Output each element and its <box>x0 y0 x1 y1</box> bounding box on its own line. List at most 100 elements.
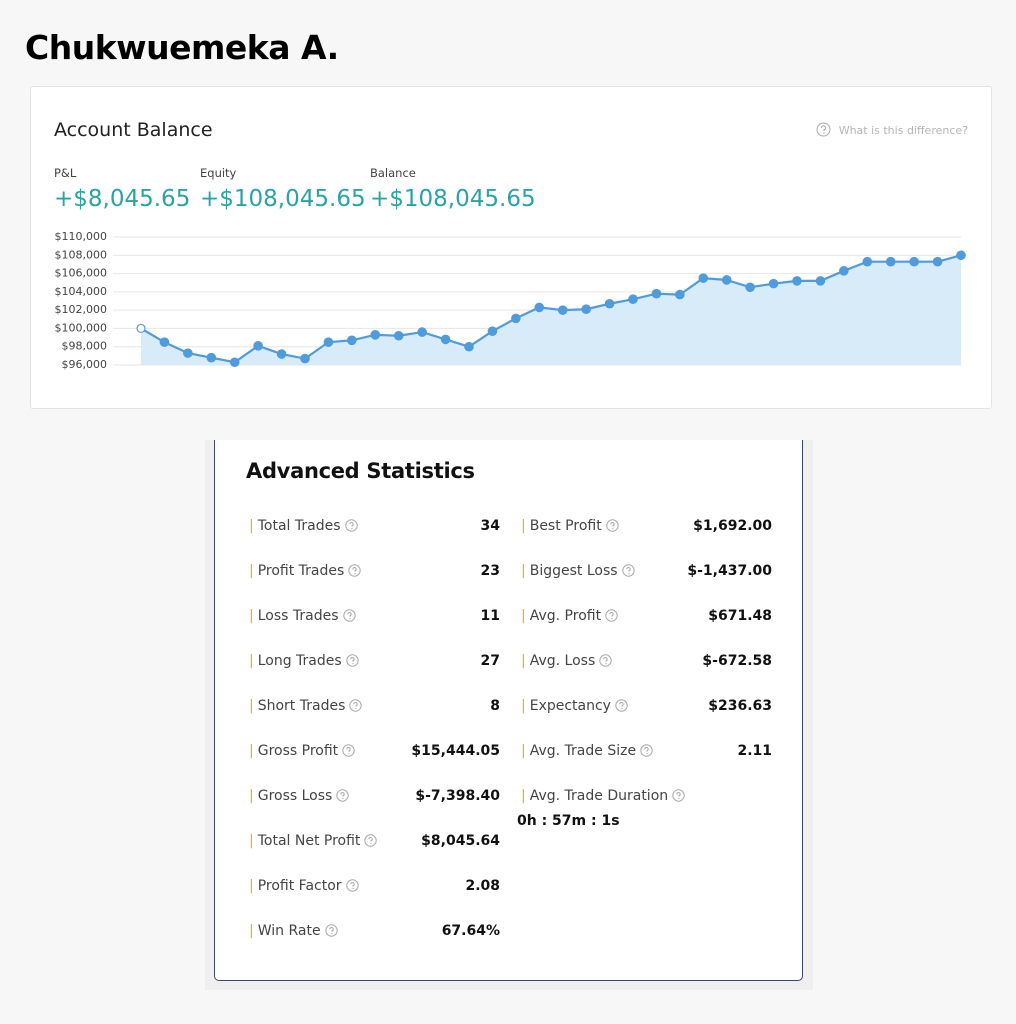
stat-row-label: | Avg. Trade Size <box>521 743 653 759</box>
help-icon[interactable] <box>349 699 363 712</box>
stat-row-value: 0h : 57m : 1s <box>517 813 620 829</box>
stat-row-label: | Total Trades <box>249 518 358 534</box>
accent-bar: | <box>521 698 526 714</box>
label-text: Loss Trades <box>257 608 339 624</box>
stat-row-value: $8,045.64 <box>421 833 500 849</box>
point <box>675 289 685 300</box>
help-icon[interactable] <box>672 789 685 802</box>
stat-row-label: | Biggest Loss <box>521 563 635 579</box>
point <box>581 304 591 315</box>
stat-row-label: | Avg. Profit <box>521 608 618 624</box>
help-icon[interactable] <box>336 789 350 802</box>
point <box>956 250 966 261</box>
point <box>768 278 779 289</box>
stat-label: Balance <box>370 166 416 180</box>
help-icon[interactable] <box>816 122 831 137</box>
help-icon[interactable] <box>345 654 359 667</box>
point <box>183 348 193 358</box>
stat-row-label: | Gross Loss <box>249 788 350 804</box>
help-icon[interactable] <box>342 744 355 757</box>
point <box>229 357 240 368</box>
point <box>347 335 357 346</box>
point <box>159 337 170 347</box>
help-icon[interactable] <box>640 744 653 757</box>
y-tick-label: $100,000 <box>55 321 108 334</box>
label-text: Gross Loss <box>257 788 333 804</box>
help-icon[interactable] <box>621 564 635 577</box>
help-icon[interactable] <box>605 519 619 532</box>
stat-row-value: 11 <box>480 608 500 624</box>
point <box>792 276 802 286</box>
label-text: Short Trades <box>257 698 346 714</box>
stats-title: Advanced Statistics <box>246 459 475 483</box>
stat-row-label: | Gross Profit <box>249 743 355 759</box>
point <box>909 256 919 267</box>
point <box>417 327 427 337</box>
help-icon[interactable] <box>345 879 359 892</box>
area <box>141 255 961 365</box>
point <box>511 313 521 324</box>
stat-row-label: | Avg. Loss <box>521 653 612 669</box>
point <box>370 330 381 340</box>
y-tick-label: $102,000 <box>55 303 108 316</box>
help-icon[interactable] <box>324 924 338 937</box>
card-title: Account Balance <box>54 119 213 141</box>
point <box>487 326 498 336</box>
stat-row-label: | Best Profit <box>521 518 619 534</box>
y-tick-label: $108,000 <box>55 248 108 261</box>
label-text: Profit Trades <box>257 563 345 579</box>
help-icon[interactable] <box>342 609 356 622</box>
point <box>276 349 287 359</box>
stat-label: Equity <box>200 166 237 180</box>
help-icon[interactable] <box>344 519 358 532</box>
accent-bar: | <box>521 743 526 759</box>
stat-row-value: 8 <box>490 698 500 714</box>
point <box>206 352 217 363</box>
label-text: Avg. Profit <box>529 608 602 624</box>
accent-bar: | <box>521 563 526 579</box>
stat-row-value: $1,692.00 <box>693 518 772 534</box>
help-icon[interactable] <box>348 564 362 577</box>
accent-bar: | <box>249 608 254 624</box>
stat-row-label: | Total Net Profit <box>249 833 378 849</box>
stat-row-value: $-672.58 <box>702 653 772 669</box>
stat-row-value: $-7,398.40 <box>415 788 500 804</box>
accent-bar: | <box>521 788 526 804</box>
accent-bar: | <box>249 878 254 894</box>
help-icon[interactable] <box>599 654 612 667</box>
stat-row-label: | Profit Factor <box>249 878 359 894</box>
y-tick-label: $104,000 <box>55 285 108 298</box>
accent-bar: | <box>249 833 254 849</box>
stat-row-label: | Avg. Trade Duration <box>521 788 685 804</box>
stat-row-value: $15,444.05 <box>411 743 500 759</box>
stat-row-value: 2.08 <box>465 878 500 894</box>
help-icon[interactable] <box>615 699 628 712</box>
stat-row-label: | Short Trades <box>249 698 363 714</box>
point <box>839 266 849 276</box>
label-text: Win Rate <box>257 923 321 939</box>
help-icon[interactable] <box>605 609 618 622</box>
stat-row-value: 34 <box>480 518 500 534</box>
accent-bar: | <box>249 788 254 804</box>
point <box>815 276 826 286</box>
point <box>628 294 638 304</box>
help-icon[interactable] <box>364 834 378 847</box>
accent-bar: | <box>521 608 526 624</box>
y-tick-label: $106,000 <box>55 267 108 280</box>
point <box>651 288 662 299</box>
stat-value: +$8,045.65 <box>54 186 191 212</box>
label-text: Avg. Trade Size <box>529 743 637 759</box>
point <box>604 298 615 309</box>
stat-row-value: 23 <box>480 563 500 579</box>
accent-bar: | <box>249 923 254 939</box>
point <box>698 273 709 283</box>
accent-bar: | <box>521 518 526 534</box>
stat-row-label: | Long Trades <box>249 653 359 669</box>
help-link[interactable]: What is this difference? <box>838 124 968 137</box>
stat-row-value: $-1,437.00 <box>687 563 772 579</box>
point <box>393 330 404 341</box>
label-text: Biggest Loss <box>529 563 618 579</box>
label-text: Total Net Profit <box>257 833 361 849</box>
y-tick-label: $98,000 <box>62 340 108 353</box>
label-text: Long Trades <box>257 653 342 669</box>
